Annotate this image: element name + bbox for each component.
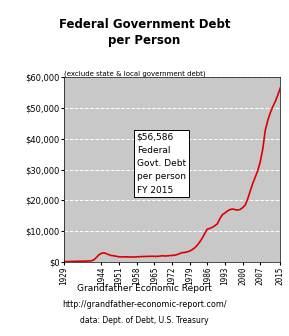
Text: Grandfather Economic Report: Grandfather Economic Report [77,284,212,293]
Text: (exclude state & local government debt): (exclude state & local government debt) [64,71,205,77]
Text: data: Dept. of Debt, U.S. Treasury: data: Dept. of Debt, U.S. Treasury [80,316,209,325]
Text: Federal Government Debt
per Person: Federal Government Debt per Person [59,18,230,47]
Text: $56,586
Federal
Govt. Debt
per person
FY 2015: $56,586 Federal Govt. Debt per person FY… [137,133,186,195]
Text: http://grandfather-economic-report.com/: http://grandfather-economic-report.com/ [62,300,227,309]
